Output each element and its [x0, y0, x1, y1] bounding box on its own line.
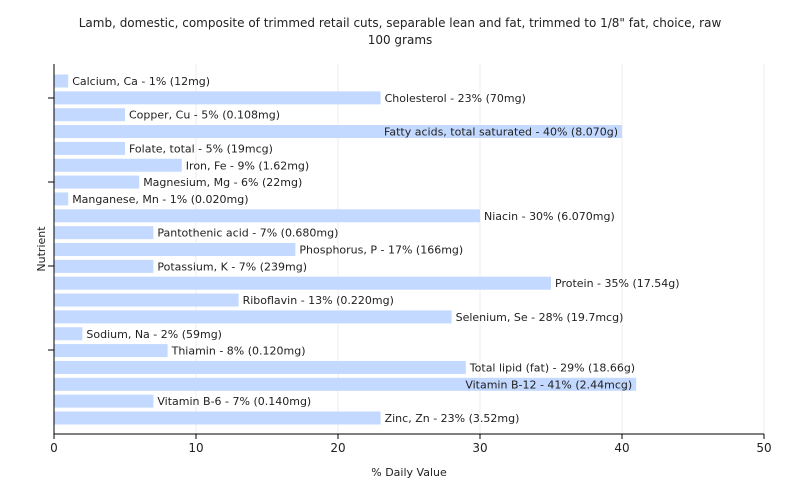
- bar: [54, 293, 239, 307]
- bar: [54, 411, 381, 425]
- bar-label: Riboflavin - 13% (0.220mg): [243, 294, 394, 307]
- x-axis-label: % Daily Value: [371, 466, 447, 479]
- axes: [48, 64, 764, 435]
- bar: [54, 259, 154, 273]
- x-tick-label: 30: [472, 441, 487, 455]
- bar: [54, 209, 480, 223]
- bar: [54, 243, 296, 256]
- bar-label: Iron, Fe - 9% (1.62mg): [186, 159, 309, 172]
- bar-label: Cholesterol - 23% (70mg): [385, 92, 526, 105]
- bar-labels: Calcium, Ca - 1% (12mg) Cholesterol - 23%…: [72, 75, 679, 425]
- x-ticks: 0 10 20 30 40 50: [50, 434, 772, 455]
- bar-label: Vitamin B-6 - 7% (0.140mg): [157, 395, 311, 408]
- bar-label: Fatty acids, total saturated - 40% (8.07…: [384, 126, 618, 139]
- bar-label: Total lipid (fat) - 29% (18.66g): [469, 361, 635, 374]
- bar-label: Selenium, Se - 28% (19.7mcg): [456, 311, 624, 324]
- bar-label: Sodium, Na - 2% (59mg): [86, 328, 222, 341]
- bar-label: Magnesium, Mg - 6% (22mg): [143, 176, 302, 189]
- bar-label: Pantothenic acid - 7% (0.680mg): [157, 227, 338, 240]
- chart-title-line2: 100 grams: [368, 33, 433, 47]
- bars: [54, 74, 637, 425]
- bar: [54, 141, 125, 155]
- x-tick-label: 40: [614, 441, 629, 455]
- bar: [54, 108, 125, 122]
- bar: [54, 310, 452, 324]
- x-tick-label: 20: [330, 441, 345, 455]
- x-tick-label: 50: [756, 441, 771, 455]
- bar-label: Niacin - 30% (6.070mg): [484, 210, 615, 223]
- bar: [54, 74, 69, 88]
- bar-label: Zinc, Zn - 23% (3.52mg): [385, 412, 520, 425]
- bar: [54, 360, 466, 374]
- bar: [54, 377, 637, 391]
- y-axis-label: Nutrient: [35, 226, 48, 272]
- bar-label: Thiamin - 8% (0.120mg): [171, 345, 306, 358]
- x-tick-label: 10: [188, 441, 203, 455]
- x-tick-label: 0: [50, 441, 58, 455]
- bar-label: Copper, Cu - 5% (0.108mg): [129, 109, 280, 122]
- bar-label: Folate, total - 5% (19mcg): [129, 142, 273, 155]
- bar: [54, 327, 83, 341]
- bar: [54, 175, 140, 189]
- bar: [54, 125, 622, 139]
- bar-label: Potassium, K - 7% (239mg): [157, 260, 307, 273]
- bar-label: Calcium, Ca - 1% (12mg): [72, 75, 210, 88]
- bar: [54, 226, 154, 240]
- bar-label: Manganese, Mn - 1% (0.020mg): [72, 193, 248, 206]
- bar: [54, 394, 154, 408]
- bar-label: Protein - 35% (17.54g): [555, 277, 680, 290]
- bar: [54, 192, 69, 206]
- bar: [54, 344, 168, 358]
- bar-label: Vitamin B-12 - 41% (2.44mcg): [465, 378, 632, 391]
- chart-title-line1: Lamb, domestic, composite of trimmed ret…: [79, 16, 722, 30]
- bar: [54, 276, 551, 290]
- bar: [54, 91, 381, 105]
- bar-label: Phosphorus, P - 17% (166mg): [299, 244, 463, 257]
- bar: [54, 158, 182, 172]
